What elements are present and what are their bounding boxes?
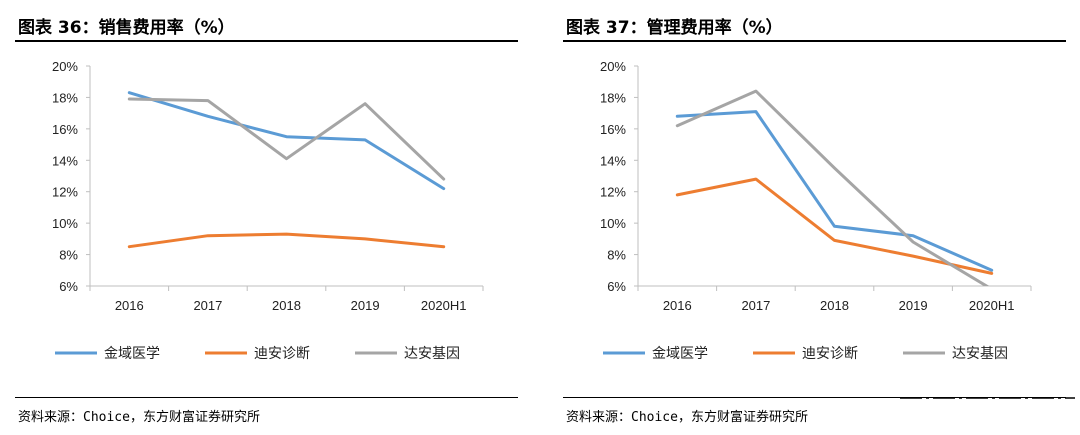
decorative-dashes bbox=[900, 397, 1075, 399]
title-divider bbox=[15, 40, 518, 42]
y-tick-label: 10% bbox=[52, 216, 78, 231]
series-line-1 bbox=[675, 110, 994, 272]
y-tick-label: 18% bbox=[600, 90, 626, 105]
chart-panel-admin-expense: 图表 37：管理费用率（%） 20% 18% 16% 14% 12% 10% 8% 6% 201… bbox=[563, 0, 1068, 435]
x-tick-label: 2019 bbox=[351, 298, 380, 313]
x-tick-label: 2017 bbox=[741, 298, 770, 313]
legend-label-2: 迪安诊断 bbox=[254, 346, 310, 362]
series-line-3 bbox=[127, 97, 446, 181]
y-tick-label: 14% bbox=[52, 153, 78, 168]
x-tick-label: 2020H1 bbox=[969, 298, 1015, 313]
y-tick-label: 20% bbox=[52, 59, 78, 74]
x-tick-label: 2018 bbox=[820, 298, 849, 313]
y-tick-label: 14% bbox=[600, 153, 626, 168]
x-tick-label: 2019 bbox=[899, 298, 928, 313]
series-line-1 bbox=[127, 91, 446, 191]
x-tick-label: 2018 bbox=[272, 298, 301, 313]
title-divider bbox=[563, 40, 1066, 42]
y-tick-label: 10% bbox=[600, 216, 626, 231]
series-line-3 bbox=[675, 89, 990, 286]
y-tick-label: 6% bbox=[59, 279, 78, 294]
x-tick-label: 2016 bbox=[115, 298, 144, 313]
bottom-divider bbox=[563, 397, 1066, 398]
series-line-2 bbox=[675, 177, 994, 275]
source-note: 资料来源：Choice，东方财富证券研究所 bbox=[18, 410, 260, 425]
legend-label-3: 达安基因 bbox=[952, 345, 1008, 362]
line-chart-admin-expense: 20% 18% 16% 14% 12% 10% 8% 6% 2016 2017 2018 2019 20… bbox=[600, 59, 1032, 362]
legend-label-1: 金域医学 bbox=[104, 346, 160, 362]
chart-title: 图表 36：销售费用率（%） bbox=[18, 18, 235, 38]
series-line-2 bbox=[127, 232, 446, 249]
x-tick-label: 2020H1 bbox=[421, 298, 467, 313]
legend-label-1: 金域医学 bbox=[652, 346, 708, 362]
y-tick-label: 16% bbox=[52, 122, 78, 137]
chart-title: 图表 37：管理费用率（%） bbox=[566, 18, 783, 38]
y-tick-label: 20% bbox=[600, 59, 626, 74]
y-tick-label: 12% bbox=[600, 185, 626, 200]
x-tick-label: 2017 bbox=[193, 298, 222, 313]
y-tick-label: 16% bbox=[600, 122, 626, 137]
bottom-divider bbox=[15, 397, 518, 398]
y-tick-label: 8% bbox=[607, 248, 626, 263]
y-tick-label: 6% bbox=[607, 279, 626, 294]
x-tick-label: 2016 bbox=[663, 298, 692, 313]
y-tick-label: 12% bbox=[52, 185, 78, 200]
line-chart-sales-expense: 20% 18% 16% 14% 12% 10% 8% 6% 2016 2017 2018 2019 20… bbox=[52, 59, 484, 362]
y-tick-label: 8% bbox=[59, 248, 78, 263]
legend-label-2: 迪安诊断 bbox=[802, 346, 858, 362]
legend-label-3: 达安基因 bbox=[404, 345, 460, 362]
chart-panel-sales-expense: 图表 36：销售费用率（%） 20% 18% 16% 14% 12% 10% 8% 6% 201… bbox=[15, 0, 520, 435]
source-note: 资料来源：Choice，东方财富证券研究所 bbox=[566, 410, 808, 425]
y-tick-label: 18% bbox=[52, 90, 78, 105]
